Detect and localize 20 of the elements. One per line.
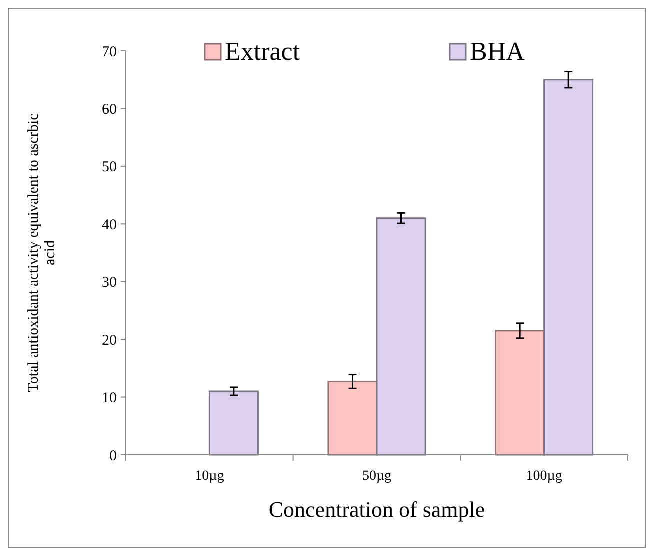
y-axis-title: Total antioxidant activity equivalent to ascrbic acid (26, 113, 58, 392)
y-tick-label: 40 (102, 217, 117, 234)
legend-label: BHA (470, 37, 526, 66)
y-tick-label: 20 (102, 332, 117, 349)
y-tick-label: 10 (102, 390, 117, 407)
y-tick-label: 50 (102, 160, 117, 176)
bar (544, 79, 594, 456)
x-tick-label: 100µg (526, 469, 562, 484)
y-tick-label: 0 (110, 448, 117, 464)
bar (328, 380, 378, 456)
x-tick-label: 50µg (362, 469, 392, 484)
legend-label: Extract (225, 37, 301, 66)
bar (495, 330, 546, 456)
bar (208, 390, 259, 456)
y-tick-label: 70 (102, 44, 117, 60)
y-tick-label: 60 (102, 102, 117, 118)
x-tick-label: 10µg (195, 469, 224, 484)
bar (376, 218, 426, 456)
y-tick-label: 30 (102, 275, 117, 292)
x-axis-title: Concentration of sample (268, 497, 486, 522)
